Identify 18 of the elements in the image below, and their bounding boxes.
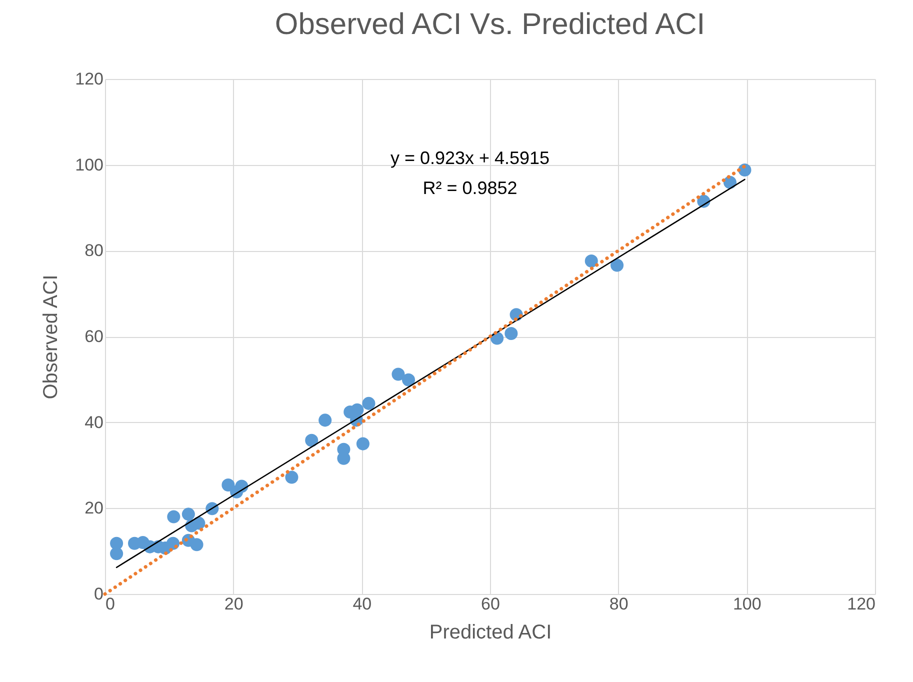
annotation: y = 0.923x + 4.5915 — [390, 148, 550, 168]
annotation: R² = 0.9852 — [422, 178, 518, 198]
x-tick-label: 80 — [609, 594, 628, 614]
x-tick-label: 40 — [352, 594, 372, 614]
x-tick-label: 60 — [481, 594, 500, 614]
x-tick-label: 100 — [732, 594, 762, 614]
y-tick-label: 60 — [84, 327, 104, 346]
x-tick-label: 20 — [224, 594, 244, 614]
y-axis-title: Observed ACI — [40, 274, 62, 400]
x-axis-title: Predicted ACI — [429, 622, 552, 644]
y-tick-label: 100 — [75, 155, 104, 174]
x-tick-label: 120 — [847, 594, 876, 614]
y-tick-label: 120 — [75, 70, 104, 88]
chart-title: Observed ACI Vs. Predicted ACI — [274, 8, 706, 41]
x-tick-label: 0 — [106, 594, 115, 614]
y-tick-label: 20 — [84, 498, 104, 518]
y-tick-label: 80 — [84, 241, 104, 260]
y-tick-label: 40 — [84, 412, 104, 432]
